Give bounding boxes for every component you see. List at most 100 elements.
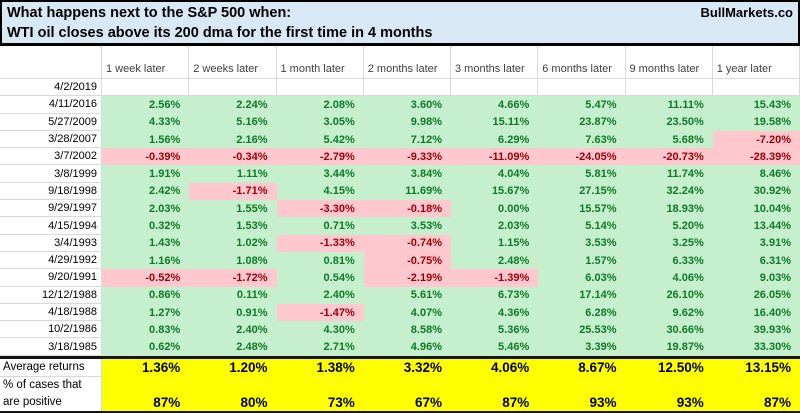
column-header[interactable]: 1 year later — [712, 46, 800, 79]
average-return-cell[interactable]: 1.20% — [189, 358, 277, 377]
return-cell[interactable]: -7.20% — [712, 130, 800, 149]
date-cell[interactable]: 5/27/2009 — [0, 113, 102, 131]
return-cell[interactable]: 3.25% — [625, 234, 713, 252]
return-cell[interactable]: 9.62% — [625, 303, 713, 322]
date-cell[interactable]: 12/12/1988 — [0, 286, 102, 304]
return-cell[interactable]: -1.71% — [189, 182, 277, 201]
return-cell[interactable]: 0.62% — [102, 338, 190, 356]
return-cell[interactable] — [538, 79, 626, 97]
return-cell[interactable]: -9.33% — [363, 148, 451, 166]
return-cell[interactable]: 3.44% — [276, 165, 364, 183]
return-cell[interactable]: 15.11% — [451, 113, 539, 131]
return-cell[interactable]: 2.71% — [276, 338, 364, 356]
return-cell[interactable]: 4.33% — [102, 113, 190, 131]
return-cell[interactable]: 6.29% — [451, 130, 539, 149]
return-cell[interactable] — [276, 79, 364, 97]
return-cell[interactable] — [712, 79, 800, 97]
return-cell[interactable]: 1.57% — [538, 251, 626, 270]
return-cell[interactable]: 6.31% — [712, 251, 800, 270]
date-cell[interactable]: 3/18/1985 — [0, 338, 102, 356]
return-cell[interactable]: -2.79% — [276, 148, 364, 166]
return-cell[interactable]: 6.33% — [625, 251, 713, 270]
return-cell[interactable]: 1.55% — [189, 200, 277, 218]
return-cell[interactable]: 4.07% — [363, 303, 451, 322]
return-cell[interactable]: 5.42% — [276, 130, 364, 149]
date-cell[interactable]: 3/28/2007 — [0, 130, 102, 149]
return-cell[interactable]: 9.03% — [712, 269, 800, 287]
return-cell[interactable]: 0.00% — [451, 200, 539, 218]
average-return-cell[interactable]: 4.06% — [451, 358, 539, 377]
return-cell[interactable]: 3.84% — [363, 165, 451, 183]
column-header[interactable]: 1 month later — [276, 46, 364, 79]
return-cell[interactable]: 13.44% — [712, 217, 800, 235]
average-return-cell[interactable]: 3.32% — [363, 358, 451, 377]
percent-positive-cell[interactable]: 87% — [712, 393, 800, 411]
return-cell[interactable] — [451, 79, 539, 97]
return-cell[interactable]: 5.81% — [538, 165, 626, 183]
date-cell[interactable]: 4/15/1994 — [0, 217, 102, 235]
return-cell[interactable]: 4.06% — [625, 269, 713, 287]
return-cell[interactable]: 3.91% — [712, 234, 800, 252]
return-cell[interactable]: 26.05% — [712, 286, 800, 304]
return-cell[interactable]: 1.53% — [189, 217, 277, 235]
date-cell[interactable]: 4/11/2016 — [0, 96, 102, 114]
return-cell[interactable]: 5.61% — [363, 286, 451, 304]
return-cell[interactable]: 23.87% — [538, 113, 626, 131]
return-cell[interactable]: 4.15% — [276, 182, 364, 201]
average-return-cell[interactable]: 8.67% — [538, 358, 626, 377]
return-cell[interactable]: 11.11% — [625, 96, 713, 114]
return-cell[interactable]: -3.30% — [276, 200, 364, 218]
percent-positive-label-line1[interactable]: % of cases that — [0, 376, 102, 394]
date-cell[interactable]: 9/18/1998 — [0, 182, 102, 201]
corner-cell[interactable] — [0, 46, 102, 79]
date-cell[interactable]: 3/8/1999 — [0, 165, 102, 183]
return-cell[interactable]: 15.57% — [538, 200, 626, 218]
return-cell[interactable]: 8.46% — [712, 165, 800, 183]
return-cell[interactable]: 5.46% — [451, 338, 539, 356]
return-cell[interactable]: -1.72% — [189, 269, 277, 287]
return-cell[interactable]: 4.36% — [451, 303, 539, 322]
return-cell[interactable]: 5.20% — [625, 217, 713, 235]
percent-positive-cell[interactable]: 80% — [189, 393, 277, 411]
return-cell[interactable]: 30.92% — [712, 182, 800, 201]
return-cell[interactable]: 30.66% — [625, 321, 713, 339]
percent-positive-cell[interactable]: 93% — [538, 393, 626, 411]
return-cell[interactable]: 1.91% — [102, 165, 190, 183]
return-cell[interactable]: -11.09% — [451, 148, 539, 166]
column-header[interactable]: 1 week later — [102, 46, 190, 79]
return-cell[interactable]: -1.47% — [276, 303, 364, 322]
date-cell[interactable]: 3/4/1993 — [0, 234, 102, 252]
return-cell[interactable]: -0.39% — [102, 148, 190, 166]
return-cell[interactable]: -0.18% — [363, 200, 451, 218]
percent-positive-cell[interactable]: 73% — [276, 393, 364, 411]
return-cell[interactable]: -1.39% — [451, 269, 539, 287]
return-cell[interactable]: 1.08% — [189, 251, 277, 270]
return-cell[interactable]: 32.24% — [625, 182, 713, 201]
average-return-cell[interactable]: 12.50% — [625, 358, 713, 377]
return-cell[interactable]: 0.81% — [276, 251, 364, 270]
return-cell[interactable]: 4.96% — [363, 338, 451, 356]
return-cell[interactable]: 11.74% — [625, 165, 713, 183]
return-cell[interactable]: 0.86% — [102, 286, 190, 304]
return-cell[interactable]: 0.83% — [102, 321, 190, 339]
date-cell[interactable]: 4/2/2019 — [0, 79, 102, 97]
return-cell[interactable]: 4.30% — [276, 321, 364, 339]
return-cell[interactable]: -0.74% — [363, 234, 451, 252]
average-returns-label[interactable]: Average returns — [0, 358, 102, 377]
return-cell[interactable]: 1.15% — [451, 234, 539, 252]
return-cell[interactable]: 8.58% — [363, 321, 451, 339]
return-cell[interactable]: 0.32% — [102, 217, 190, 235]
return-cell[interactable]: 2.08% — [276, 96, 364, 114]
return-cell[interactable]: 2.03% — [102, 200, 190, 218]
return-cell[interactable]: 4.66% — [451, 96, 539, 114]
return-cell[interactable]: 2.24% — [189, 96, 277, 114]
return-cell[interactable]: 2.42% — [102, 182, 190, 201]
return-cell[interactable]: 3.53% — [538, 234, 626, 252]
return-cell[interactable]: 2.16% — [189, 130, 277, 149]
return-cell[interactable]: 2.48% — [189, 338, 277, 356]
return-cell[interactable] — [189, 79, 277, 97]
return-cell[interactable]: 7.63% — [538, 130, 626, 149]
percent-positive-label-line2[interactable]: are positive — [0, 393, 102, 411]
return-cell[interactable]: 3.05% — [276, 113, 364, 131]
return-cell[interactable]: -20.73% — [625, 148, 713, 166]
